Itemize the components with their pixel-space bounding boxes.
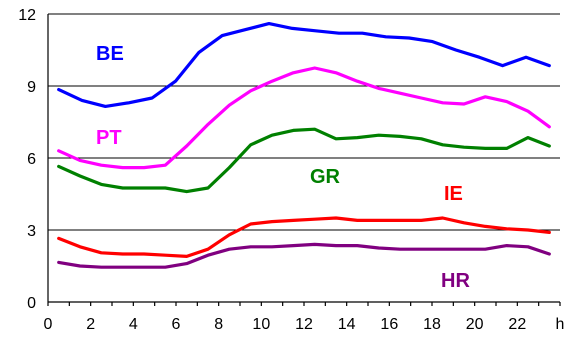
series-labels: BE PT GR IE HR (96, 43, 470, 292)
x-tick-label: 4 (129, 316, 138, 333)
grid-lines (48, 13, 560, 231)
series-lines (57, 22, 551, 269)
x-tick-label: 18 (423, 316, 441, 333)
series-line-gr (57, 127, 551, 194)
y-tick-label: 6 (27, 151, 36, 168)
x-tick-label: 22 (508, 316, 526, 333)
series-line-be (57, 22, 551, 109)
series-line-ie (57, 216, 551, 258)
y-tick-label: 12 (18, 7, 36, 24)
series-label-gr: GR (310, 166, 341, 188)
series-label-pt: PT (96, 127, 122, 149)
series-line-hr (57, 242, 551, 269)
axes (47, 14, 561, 306)
x-tick-labels: 0 2 4 6 8 10 12 14 16 18 20 22 h (44, 316, 565, 333)
y-tick-label: 9 (27, 79, 36, 96)
x-tick-label: 14 (338, 316, 356, 333)
series-label-hr: HR (441, 270, 470, 292)
x-tick-label: 6 (172, 316, 181, 333)
x-tick-label: 16 (380, 316, 398, 333)
y-tick-label: 3 (27, 223, 36, 240)
y-tick-labels: 0 3 6 9 12 (18, 7, 36, 312)
x-tick-label: 12 (295, 316, 313, 333)
series-label-ie: IE (444, 183, 463, 205)
series-label-be: BE (96, 43, 124, 65)
x-tick-label: 20 (466, 316, 484, 333)
x-tick-label: h (556, 316, 565, 333)
x-tick-label: 0 (44, 316, 53, 333)
y-tick-label: 0 (27, 295, 36, 312)
series-line-pt (57, 66, 551, 170)
x-tick-label: 2 (86, 316, 95, 333)
x-tick-label: 8 (214, 316, 223, 333)
x-tick-label: 10 (252, 316, 270, 333)
